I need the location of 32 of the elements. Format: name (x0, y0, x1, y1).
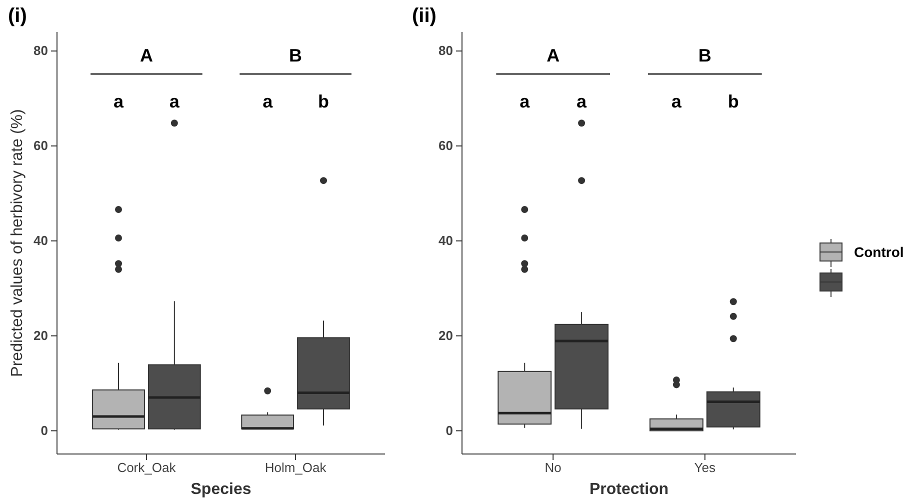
y-tick-label: 40 (34, 233, 48, 248)
x-axis-title: Protection (589, 481, 669, 498)
chart-title: (ii) (412, 5, 436, 27)
y-tick-label: 0 (40, 422, 48, 438)
x-axis-title: Species (190, 481, 252, 498)
chart-title: (i) (8, 5, 27, 27)
annotation: b (318, 91, 329, 112)
annotation: B (289, 45, 302, 66)
y-tick-label: 40 (438, 233, 453, 248)
y-tick-label: 20 (34, 328, 48, 343)
annotation: a (262, 91, 274, 112)
y-tick-label: 0 (446, 422, 453, 438)
y-tick-label: 80 (438, 43, 453, 58)
annotation: a (520, 91, 531, 112)
x-tick-label: Yes (694, 460, 716, 476)
annotation: B (698, 45, 712, 66)
x-tick-label: Holm_Oak (264, 460, 327, 476)
annotation: a (113, 91, 124, 112)
annotation: a (169, 91, 180, 112)
y-tick-label: 20 (438, 328, 453, 343)
annotation: A (140, 45, 153, 66)
y-tick-label: 60 (34, 138, 48, 154)
y-tick-label: 80 (34, 43, 48, 58)
x-tick-label: Cork_Oak (117, 460, 176, 476)
x-tick-label: No (544, 460, 562, 476)
annotation: A (546, 45, 560, 66)
legend-label: Control (854, 244, 904, 260)
y-axis-title: Predicted values of herbivory rate (%) (9, 109, 26, 377)
y-tick-label: 60 (438, 138, 453, 154)
annotation: b (728, 91, 739, 112)
annotation: a (576, 91, 588, 112)
annotation: a (671, 91, 682, 112)
